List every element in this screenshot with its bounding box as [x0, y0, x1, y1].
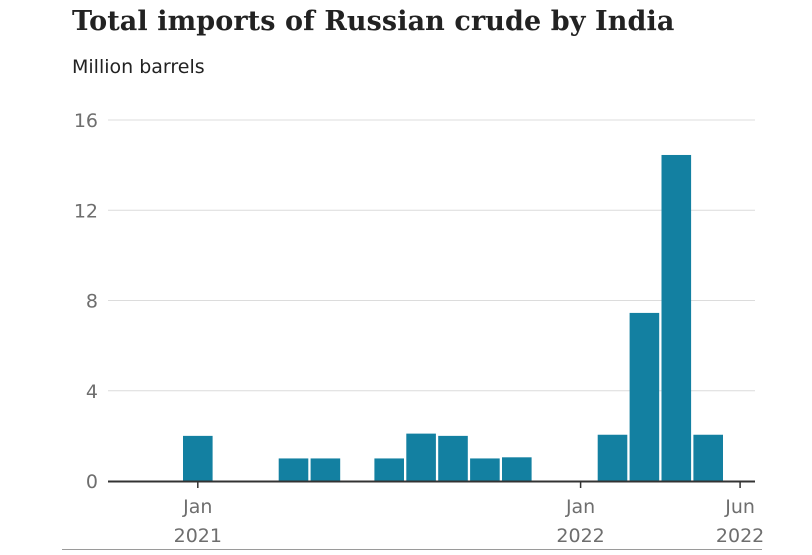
bar-2021-01 [183, 435, 213, 481]
x-tick-label: Jun [724, 496, 755, 518]
bar-2022-04 [661, 154, 692, 482]
y-tick-label: 8 [86, 291, 98, 313]
bar-2021-04 [278, 458, 309, 481]
bar-2022-05 [693, 434, 723, 481]
axes: 0 4 8 12 16 Jan 2021 Jan 2022 Jun 2022 [74, 110, 764, 547]
y-tick-label: 12 [74, 200, 98, 222]
x-tick-label: Jan [565, 496, 595, 518]
bar-2021-09 [438, 435, 468, 481]
chart-title: Total imports of Russian crude by India [72, 6, 675, 37]
bar-2021-07 [374, 458, 404, 481]
bar-2021-08 [406, 433, 436, 481]
x-tick-label: 2022 [716, 525, 764, 547]
y-tick-label: 16 [74, 110, 98, 132]
bar-2021-11 [502, 457, 532, 481]
bars [183, 154, 723, 482]
bar-2021-05 [310, 458, 341, 481]
x-tick-label: 2021 [174, 525, 222, 547]
y-tick-label: 0 [86, 471, 98, 493]
x-tick-label: 2022 [556, 525, 604, 547]
bar-2021-10 [470, 458, 500, 481]
footer-divider [62, 549, 762, 550]
x-tick-label: Jan [182, 496, 212, 518]
bar-2022-02 [597, 434, 628, 481]
chart-subtitle: Million barrels [72, 56, 205, 78]
y-tick-label: 4 [86, 381, 98, 403]
bar-2022-03 [629, 312, 660, 481]
